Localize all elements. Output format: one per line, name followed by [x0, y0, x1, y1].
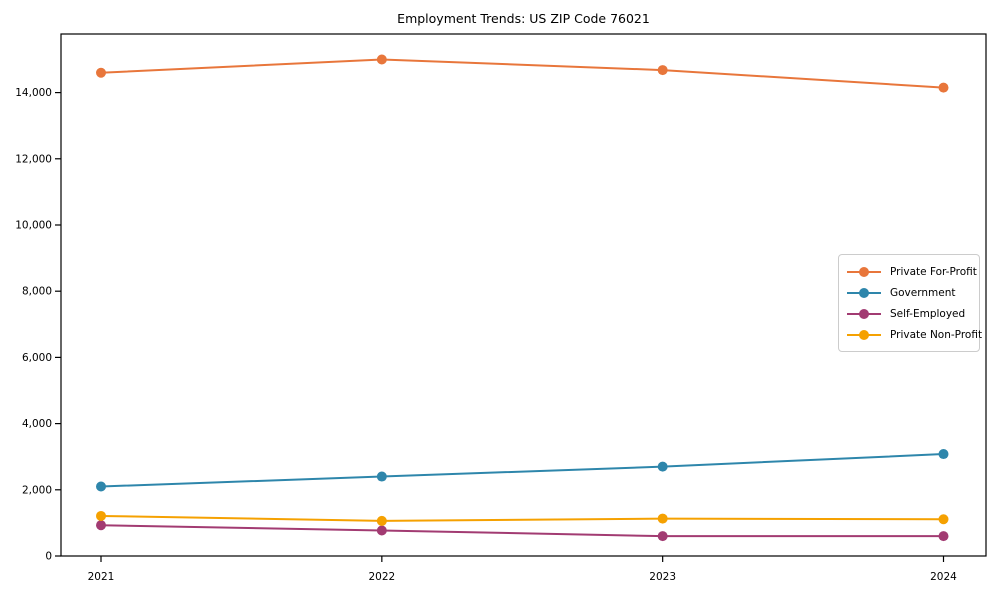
y-tick-label: 4,000	[22, 418, 52, 430]
series-line-private-for-profit	[100, 58, 945, 89]
x-tick-label: 2024	[930, 571, 957, 583]
legend-row-private-non-profit: Private Non-Profit	[847, 324, 982, 345]
legend-line-marker-icon	[847, 266, 881, 277]
legend-row-private-for-profit: Private For-Profit	[847, 261, 977, 282]
data-point-private-non-profit-2022	[376, 515, 387, 526]
legend-label-private-non-profit: Private Non-Profit	[890, 328, 983, 341]
y-tick-label: 10,000	[15, 219, 52, 231]
x-tick-label: 2023	[649, 571, 676, 583]
legend-row-self-employed: Self-Employed	[847, 303, 971, 324]
legend-line-marker-icon	[847, 287, 881, 298]
chart-title: Employment Trends: US ZIP Code 76021	[397, 11, 650, 26]
data-point-private-non-profit-2024	[938, 514, 949, 525]
legend-label-government: Government	[890, 286, 956, 299]
y-tick-label: 14,000	[15, 87, 52, 99]
legend-row-government: Government	[847, 282, 971, 303]
series-line-government	[100, 453, 945, 488]
y-tick-label: 6,000	[22, 352, 52, 364]
y-tick-label: 2,000	[22, 484, 52, 496]
data-point-private-for-profit-2023	[657, 65, 668, 76]
data-point-self-employed-2024	[938, 531, 949, 542]
legend-label-self-employed: Self-Employed	[890, 307, 966, 320]
legend-line-marker-icon	[847, 308, 881, 319]
data-point-self-employed-2023	[657, 531, 668, 542]
x-tick-label: 2021	[88, 571, 115, 583]
data-point-government-2022	[376, 471, 387, 482]
data-point-private-for-profit-2022	[376, 54, 387, 65]
data-point-private-for-profit-2021	[96, 67, 106, 78]
data-point-government-2023	[657, 461, 668, 472]
y-tick-label: 12,000	[15, 153, 52, 165]
legend-label-private-for-profit: Private For-Profit	[890, 265, 977, 278]
data-point-private-non-profit-2023	[657, 513, 668, 524]
y-tick-label: 0	[45, 551, 52, 563]
data-point-self-employed-2021	[96, 520, 106, 531]
y-tick-label: 8,000	[22, 286, 52, 298]
data-point-private-non-profit-2021	[96, 510, 106, 521]
legend-line-marker-icon	[847, 329, 881, 340]
series-line-self-employed	[100, 524, 945, 538]
data-point-government-2024	[938, 449, 949, 460]
legend: Private For-Profit Government Self-Employe…	[838, 254, 982, 352]
x-tick-label: 2022	[368, 571, 395, 583]
data-point-self-employed-2022	[376, 525, 387, 536]
data-point-government-2021	[96, 481, 106, 492]
series-line-private-non-profit	[100, 514, 945, 522]
plot-border	[60, 33, 987, 557]
data-point-private-for-profit-2024	[938, 82, 949, 93]
